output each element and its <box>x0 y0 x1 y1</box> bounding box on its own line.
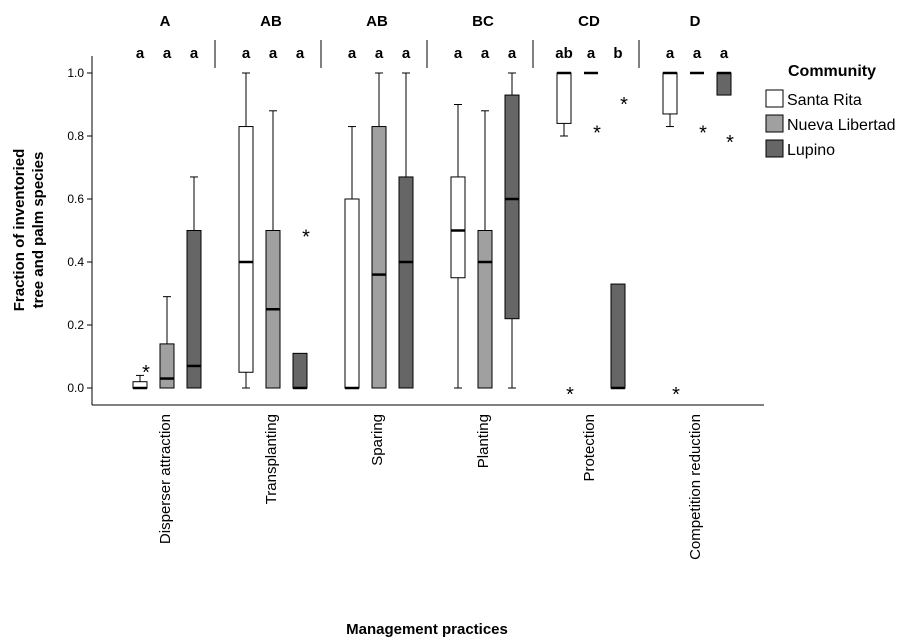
significance-letter: a <box>666 45 675 62</box>
legend-title: Community <box>788 63 876 80</box>
box <box>344 198 360 389</box>
significance-letter: a <box>269 45 278 62</box>
legend: Community Santa Rita Nueva Libertad Lupino <box>765 63 896 159</box>
y-axis-title-line-1: Fraction of inventoried <box>11 149 28 312</box>
box <box>662 72 678 115</box>
legend-label: Lupino <box>787 142 835 159</box>
y-tick-label: 0.6 <box>67 192 84 206</box>
category-label: Sparing <box>369 414 386 466</box>
y-tick-label: 0.4 <box>67 255 84 269</box>
group-letter: A <box>160 13 171 30</box>
y-tick-label: 0.2 <box>67 318 84 332</box>
box <box>610 283 626 389</box>
significance-letter: a <box>720 45 729 62</box>
legend-label: Nueva Libertad <box>787 117 896 134</box>
category-label: Transplanting <box>263 414 280 504</box>
significance-letter: a <box>454 45 463 62</box>
box <box>186 230 202 389</box>
significance-letter: a <box>190 45 199 62</box>
outlier-marker: * <box>726 132 734 154</box>
significance-letter: b <box>613 45 622 62</box>
outlier-marker: * <box>142 362 150 384</box>
outlier-marker: * <box>302 227 310 249</box>
significance-letter: a <box>481 45 490 62</box>
outlier-marker: * <box>672 384 680 406</box>
significance-letter: a <box>375 45 384 62</box>
box <box>371 126 387 389</box>
legend-swatch <box>765 139 784 158</box>
legend-label: Santa Rita <box>787 92 862 109</box>
outlier-marker: * <box>620 94 628 116</box>
x-axis-title: Management practices <box>346 621 508 638</box>
legend-swatch <box>765 114 784 133</box>
box <box>716 72 732 96</box>
significance-letter: a <box>242 45 251 62</box>
group-letter: CD <box>578 13 600 30</box>
group-letter: AB <box>366 13 388 30</box>
legend-swatch <box>765 89 784 108</box>
significance-letter: a <box>693 45 702 62</box>
category-label: Competition reduction <box>687 414 704 560</box>
significance-letter: a <box>348 45 357 62</box>
outlier-marker: * <box>699 123 707 145</box>
group-letter: D <box>690 13 701 30</box>
outlier-marker: * <box>593 123 601 145</box>
significance-letter: a <box>587 45 596 62</box>
box <box>477 230 493 389</box>
y-tick-label: 0.0 <box>67 381 84 395</box>
box <box>159 343 175 389</box>
box <box>292 352 308 389</box>
significance-letter: a <box>136 45 145 62</box>
box <box>238 126 254 373</box>
category-label: Disperser attraction <box>157 414 174 544</box>
box <box>504 94 520 320</box>
y-axis-title-line-2: tree and palm species <box>30 152 47 309</box>
significance-letter: ab <box>555 45 573 62</box>
category-label: Planting <box>475 414 492 468</box>
group-letter: AB <box>260 13 282 30</box>
significance-letter: a <box>402 45 411 62</box>
outlier-marker: * <box>566 384 574 406</box>
category-label: Protection <box>581 414 598 482</box>
box <box>556 72 572 124</box>
y-tick-label: 1.0 <box>67 66 84 80</box>
significance-letter: a <box>163 45 172 62</box>
plot-area: 0.0 0.2 0.4 0.6 0.8 1.0 A Disperser attraction a… <box>67 13 764 560</box>
group-letter: BC <box>472 13 494 30</box>
y-tick-label: 0.8 <box>67 129 84 143</box>
significance-letter: a <box>508 45 517 62</box>
box <box>450 176 466 279</box>
significance-letter: a <box>296 45 305 62</box>
box <box>398 176 414 389</box>
